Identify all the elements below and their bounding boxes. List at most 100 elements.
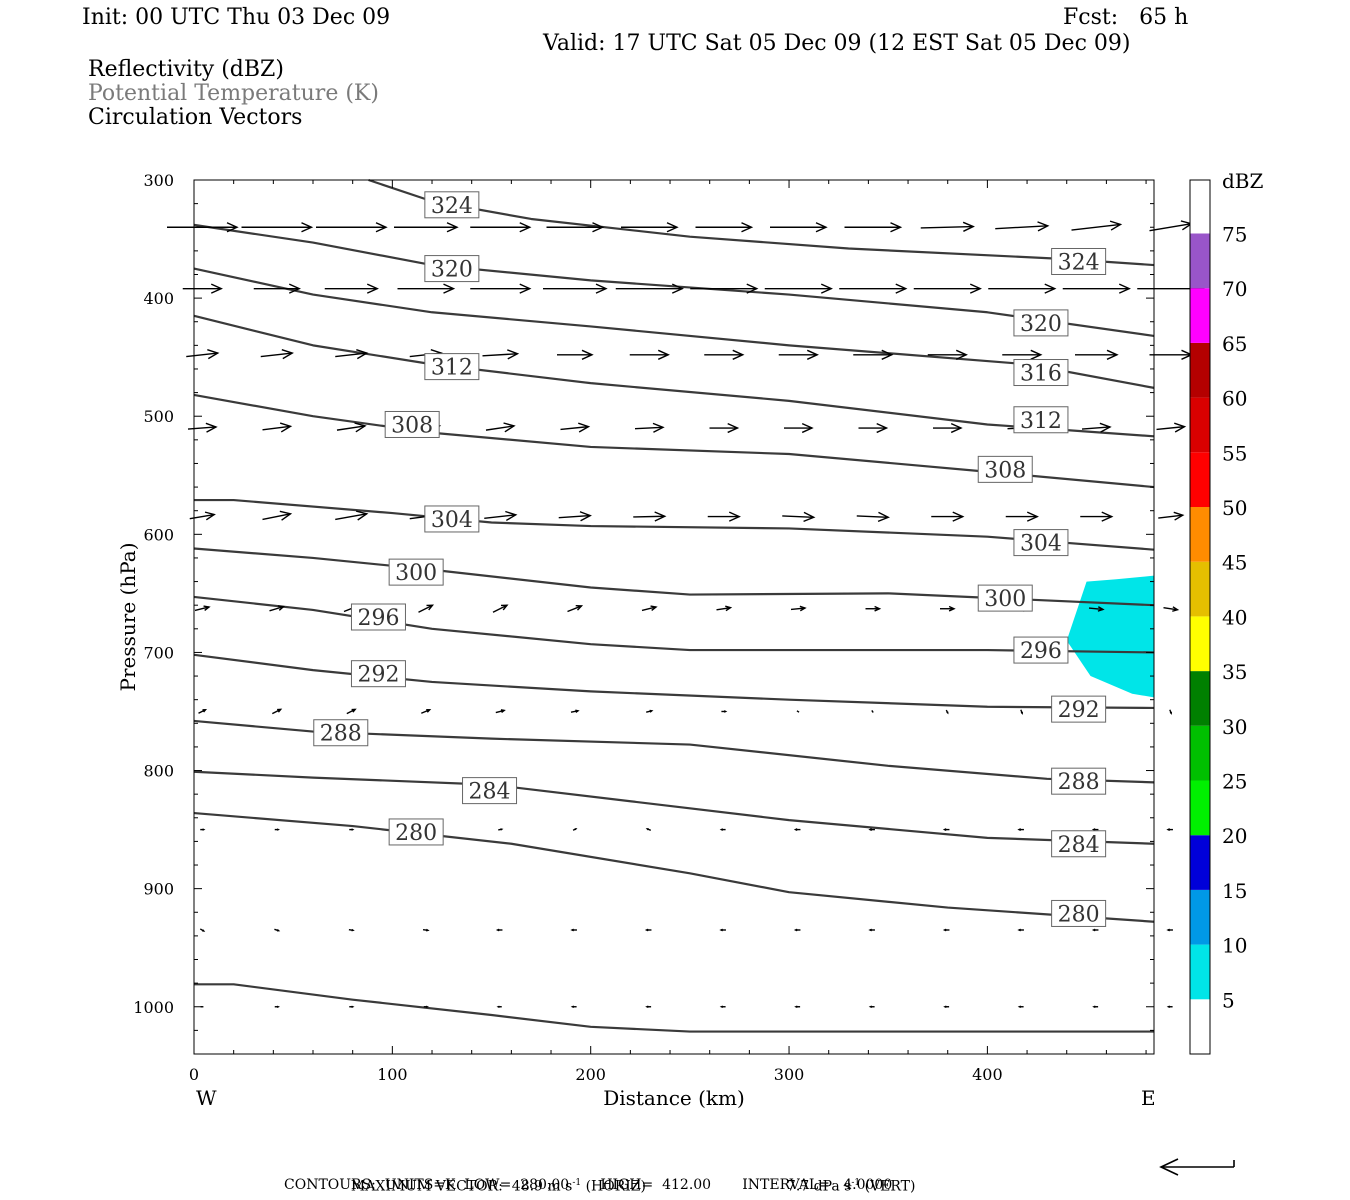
circulation-vector [641,605,658,612]
circulation-vector [492,604,509,613]
contour-label-box [1051,830,1107,858]
colorbar-bin [1190,561,1210,617]
circulation-vector [349,828,355,831]
max-vector-line: MAXIMUM VECTOR: 48.9 m s-1 (HORIZ) [342,1159,646,1195]
circulation-vector [621,222,679,233]
circulation-vector [933,422,963,434]
circulation-vector [572,828,578,831]
circulation-vector [274,1005,280,1008]
west-label: W [196,1086,217,1110]
colorbar-level-label: 40 [1222,605,1247,629]
circulation-vector [782,511,816,523]
contour-label: 296 [357,606,399,631]
circulation-vector [871,710,874,713]
vert-tag: (VERT) [864,1178,916,1195]
circulation-vector [335,349,369,360]
circulation-vector [1088,606,1105,612]
isentrope-304 [194,498,1155,551]
circulation-vector [764,283,833,294]
max-vector-reference-arrow [1159,1158,1235,1176]
circulation-vector [1071,220,1123,231]
colorbar-level-label: 20 [1222,824,1247,848]
colorbar-level-label: 50 [1222,496,1247,520]
circulation-vector [274,928,281,932]
circulation-vector [470,283,532,294]
circulation-vector [1005,511,1039,522]
isentrope-292 [193,653,1155,710]
circulation-vector [931,511,965,522]
isentrope-276 [194,983,1154,1033]
circulation-vector [567,604,584,613]
contour-label-box [1051,767,1107,795]
max-horiz-value: 48.9 m s [511,1178,573,1195]
contour-label-box [1013,529,1069,557]
circulation-vector [186,349,220,360]
contour-label-box [424,191,480,219]
circulation-vector [913,283,982,294]
colorbar-level-label: 75 [1222,223,1247,247]
circulation-vector [1075,349,1119,360]
circulation-vector [853,349,894,360]
circulation-vector [558,511,592,522]
init-time: Init: 00 UTC Thu 03 Dec 09 [82,5,391,30]
colorbar-bin [1190,780,1210,836]
circulation-vector [394,222,459,233]
contour-label: 288 [320,722,362,747]
circulation-vector [1062,283,1131,294]
colorbar-bin [1190,397,1210,453]
circulation-vector [1166,928,1173,932]
circulation-vector [865,605,882,612]
circulation-vector [644,928,652,932]
circulation-vector [940,605,956,612]
circulation-vector [927,349,968,360]
colorbar-frame [1189,179,1211,1055]
reflectivity-area [1066,575,1154,698]
y-tick-label: 600 [143,525,174,544]
isentrope-312 [193,314,1155,438]
contour-label: 296 [1020,639,1062,664]
circulation-vector [646,709,654,713]
circulation-vector [719,928,726,932]
circulation-vector [422,928,430,932]
contour-info: CONTOURS: UNITS=K LOW= 280.00 HIGH= 412.… [284,1177,893,1193]
circulation-vector [324,283,379,294]
circulation-vector [262,422,293,433]
y-tick-label: 500 [143,407,174,426]
colorbar-level-label: 45 [1222,551,1247,575]
field-reflectivity: Reflectivity (dBZ) [88,57,284,82]
circulation-vector [274,828,280,831]
contour-label-box [313,719,369,747]
circulation-vector [721,710,728,713]
circulation-vector [397,283,456,294]
isentrope-288 [193,719,1155,784]
circulation-vector [167,222,239,233]
circulation-vector [633,511,667,522]
circulation-vector [839,283,908,294]
circulation-vector [346,708,357,715]
circulation-vector [253,283,301,294]
contour-label-box [1013,309,1069,337]
circulation-vector [945,709,949,715]
circulation-vector [182,283,223,294]
isentrope-324 [368,178,1155,267]
y-tick-label: 900 [143,880,174,899]
circulation-vector [704,349,745,360]
colorbar-bin [1190,889,1210,945]
circulation-vector [1163,606,1180,612]
contour-label-box [424,353,480,381]
circulation-vector [868,828,875,832]
circulation-vector [793,828,801,832]
circulation-vector [423,1005,429,1008]
contour-label-box [424,255,480,283]
circulation-vector [262,510,293,521]
circulation-vector [796,710,800,713]
colorbar-bin [1190,999,1210,1054]
circulation-vector [844,222,903,233]
colorbar-level-label: 30 [1222,715,1247,739]
contour-label: 300 [984,587,1026,612]
x-axis-label: Distance (km) [603,1086,745,1110]
colorbar-bin [1190,671,1210,726]
colorbar-level-label: 35 [1222,660,1247,684]
contour-label: 292 [1058,698,1100,723]
